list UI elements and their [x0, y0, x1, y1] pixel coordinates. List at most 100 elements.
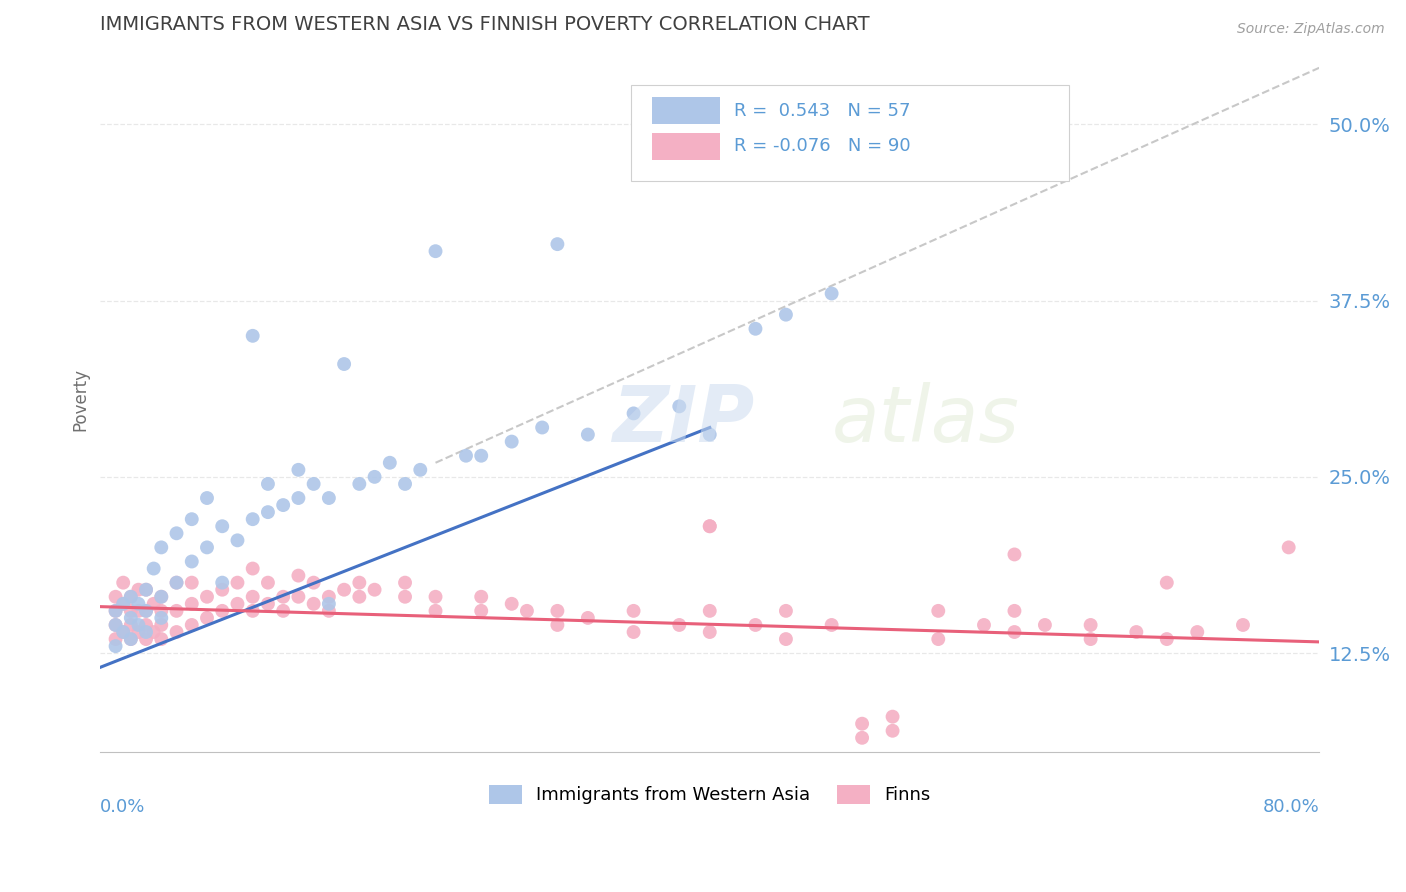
Point	[576, 611, 599, 625]
Point	[211, 582, 233, 597]
Point	[211, 604, 233, 618]
Point	[1080, 618, 1102, 632]
Point	[166, 625, 188, 640]
Point	[318, 590, 340, 604]
Point	[104, 639, 127, 653]
Point	[211, 519, 233, 533]
Point	[166, 575, 188, 590]
Point	[623, 604, 645, 618]
Point	[1004, 548, 1026, 562]
Point	[166, 604, 188, 618]
Point	[1156, 632, 1178, 646]
Point	[127, 625, 149, 640]
Point	[349, 477, 371, 491]
Point	[501, 434, 523, 449]
Point	[668, 400, 690, 414]
Point	[135, 632, 157, 646]
Point	[425, 604, 447, 618]
Point	[531, 420, 554, 434]
Point	[470, 590, 492, 604]
FancyBboxPatch shape	[630, 86, 1070, 181]
Text: IMMIGRANTS FROM WESTERN ASIA VS FINNISH POVERTY CORRELATION CHART: IMMIGRANTS FROM WESTERN ASIA VS FINNISH …	[100, 15, 870, 34]
Point	[333, 582, 356, 597]
Point	[135, 604, 157, 618]
Point	[180, 618, 202, 632]
Point	[104, 618, 127, 632]
Point	[180, 554, 202, 568]
Point	[1125, 625, 1147, 640]
Point	[287, 463, 309, 477]
Point	[318, 597, 340, 611]
Point	[142, 561, 165, 575]
Legend: Immigrants from Western Asia, Finns: Immigrants from Western Asia, Finns	[479, 776, 939, 814]
Point	[112, 625, 135, 640]
Point	[257, 477, 280, 491]
Point	[226, 533, 249, 548]
Point	[699, 427, 721, 442]
Point	[318, 491, 340, 505]
Point	[546, 604, 568, 618]
Point	[973, 618, 995, 632]
Point	[668, 618, 690, 632]
Point	[1156, 575, 1178, 590]
Point	[180, 575, 202, 590]
Text: R =  0.543   N = 57: R = 0.543 N = 57	[734, 102, 911, 120]
Point	[166, 575, 188, 590]
Point	[135, 625, 157, 640]
Point	[851, 716, 873, 731]
Point	[394, 575, 416, 590]
Point	[1232, 618, 1254, 632]
Point	[135, 618, 157, 632]
Point	[318, 604, 340, 618]
Point	[882, 709, 904, 723]
Point	[104, 590, 127, 604]
Point	[226, 575, 249, 590]
Point	[516, 604, 538, 618]
Point	[242, 604, 264, 618]
Point	[744, 322, 766, 336]
Point	[271, 498, 294, 512]
Point	[120, 632, 142, 646]
Point	[112, 597, 135, 611]
Point	[1033, 618, 1056, 632]
Point	[349, 590, 371, 604]
Point	[470, 604, 492, 618]
Point	[425, 244, 447, 259]
Point	[425, 590, 447, 604]
Point	[135, 604, 157, 618]
Point	[271, 604, 294, 618]
Point	[927, 632, 949, 646]
Point	[104, 604, 127, 618]
Point	[287, 491, 309, 505]
Point	[394, 477, 416, 491]
Point	[195, 590, 218, 604]
Point	[127, 582, 149, 597]
Point	[699, 519, 721, 533]
Point	[120, 590, 142, 604]
Point	[470, 449, 492, 463]
Point	[104, 632, 127, 646]
Y-axis label: Poverty: Poverty	[72, 368, 89, 431]
Point	[882, 723, 904, 738]
Point	[1004, 625, 1026, 640]
Point	[135, 582, 157, 597]
Point	[1187, 625, 1209, 640]
Text: R = -0.076   N = 90: R = -0.076 N = 90	[734, 137, 911, 155]
Point	[699, 604, 721, 618]
Point	[699, 519, 721, 533]
Point	[454, 449, 477, 463]
Point	[150, 541, 173, 555]
Text: atlas: atlas	[831, 383, 1019, 458]
Point	[744, 618, 766, 632]
Point	[363, 582, 385, 597]
Point	[775, 604, 797, 618]
Point	[775, 632, 797, 646]
Point	[120, 618, 142, 632]
Point	[120, 611, 142, 625]
Point	[242, 512, 264, 526]
Point	[127, 618, 149, 632]
Point	[242, 328, 264, 343]
Point	[180, 597, 202, 611]
Point	[363, 470, 385, 484]
Point	[150, 590, 173, 604]
